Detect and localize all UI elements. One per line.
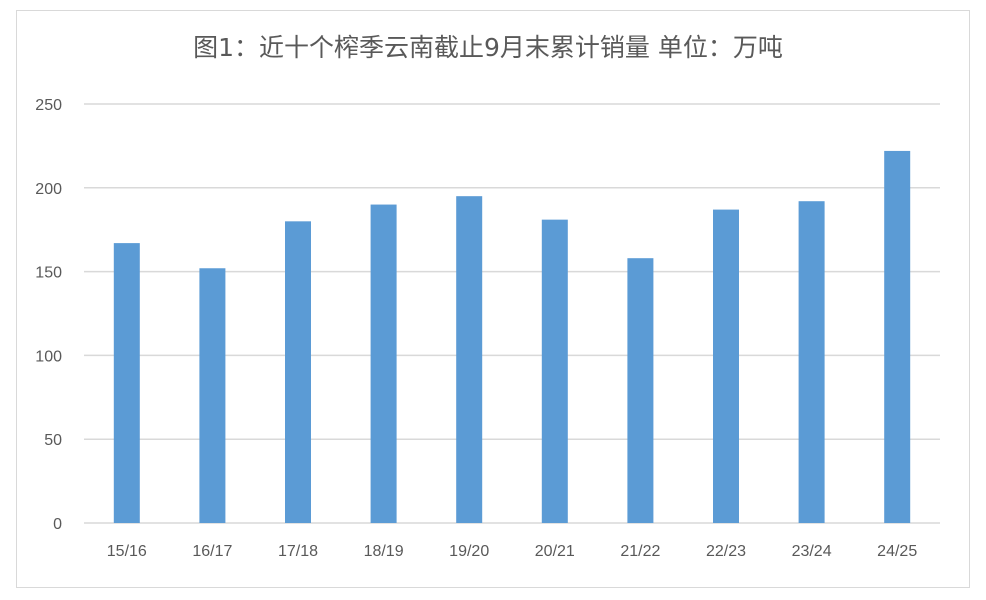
bar: [798, 201, 825, 523]
x-tick-label: 23/24: [792, 543, 832, 560]
bar: [113, 243, 140, 523]
x-tick-label: 24/25: [877, 543, 917, 560]
chart-title: 图1：近十个榨季云南截止9月末累计销量 单位：万吨: [193, 33, 783, 62]
bar: [541, 219, 568, 524]
bar: [627, 258, 654, 523]
y-tick-label: 200: [35, 181, 62, 198]
x-tick-label: 16/17: [192, 543, 232, 560]
bar: [884, 150, 911, 524]
x-tick-label: 17/18: [278, 543, 318, 560]
x-tick-label: 22/23: [706, 543, 746, 560]
bar: [456, 196, 483, 523]
x-tick-label: 18/19: [364, 543, 404, 560]
y-tick-label: 100: [35, 348, 62, 365]
y-tick-label: 0: [53, 516, 62, 533]
bar: [713, 209, 739, 523]
y-tick-label: 250: [35, 97, 62, 114]
bar: [199, 268, 226, 523]
bar: [370, 204, 397, 523]
x-tick-label: 15/16: [107, 543, 147, 560]
y-tick-label: 150: [35, 265, 62, 282]
x-tick-label: 21/22: [620, 543, 660, 560]
y-tick-label: 50: [44, 432, 62, 449]
x-tick-label: 20/21: [535, 543, 575, 560]
x-tick-label: 19/20: [449, 543, 489, 560]
bar: [285, 221, 311, 523]
